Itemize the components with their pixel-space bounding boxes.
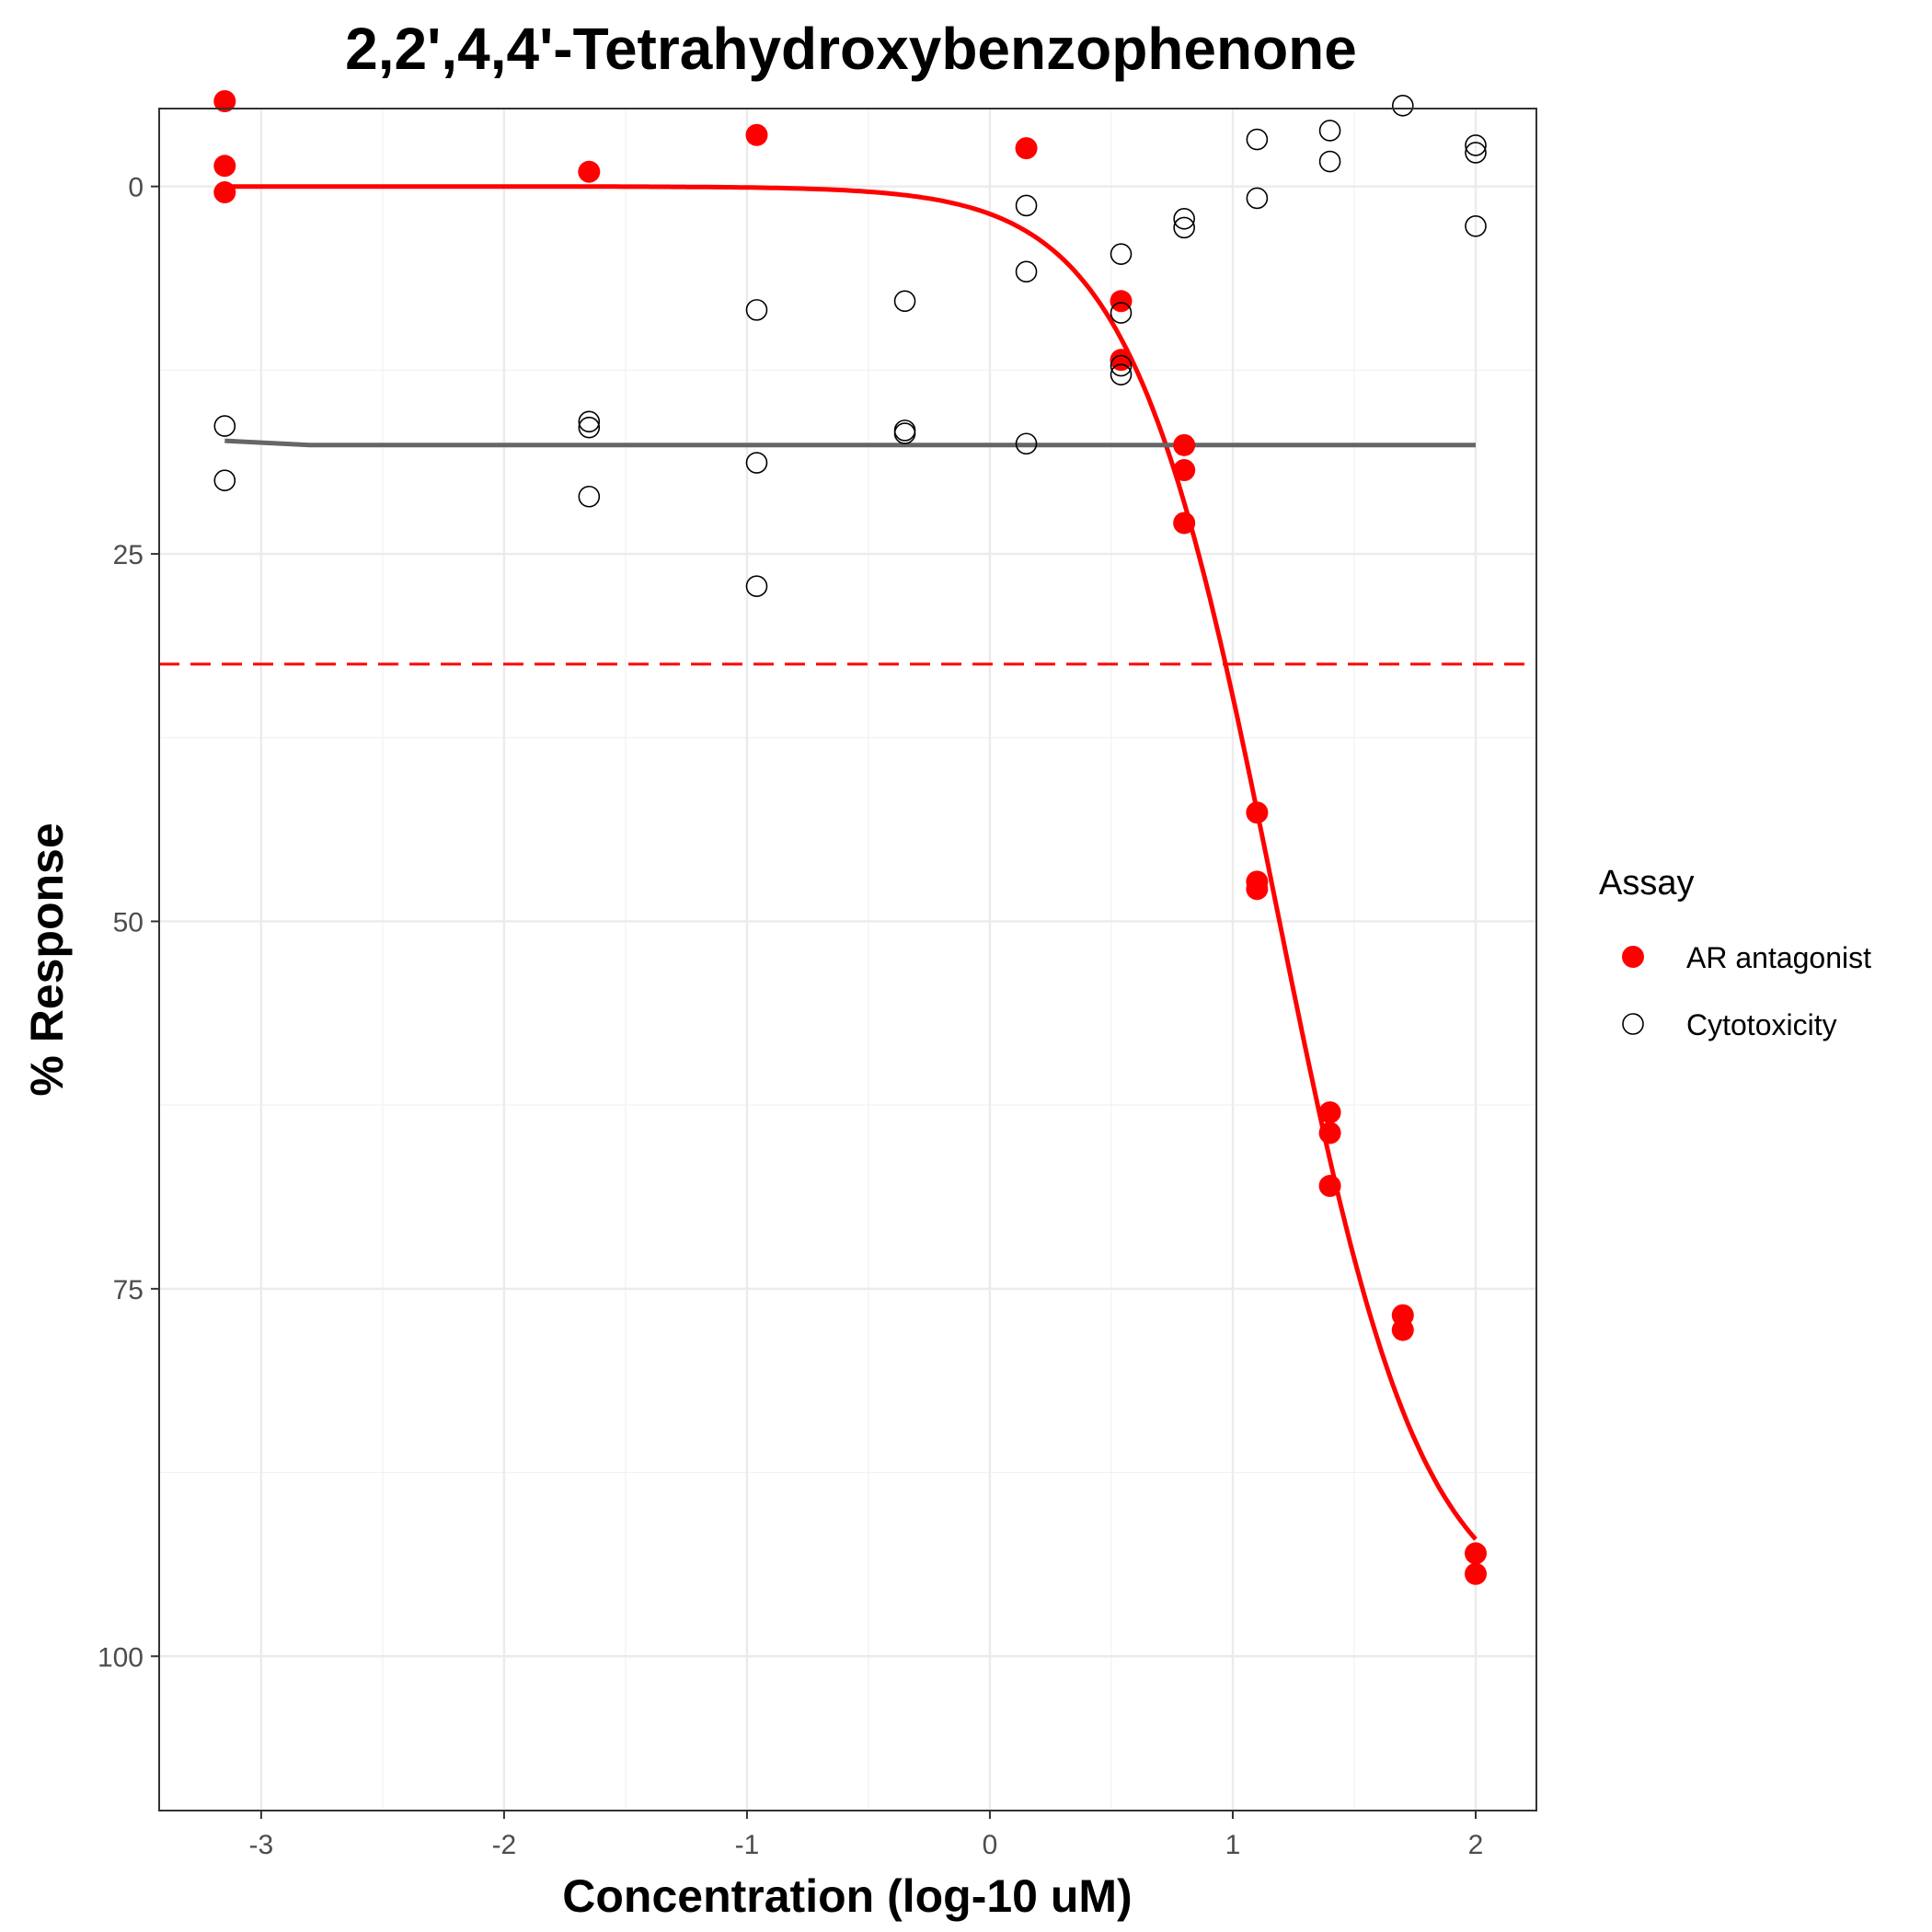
data-point-cytotoxicity [1173,216,1195,239]
points-layer [213,90,1487,1585]
data-point-cytotoxicity [1110,354,1133,377]
y-tick-label: 75 [113,1275,144,1305]
data-point-ar-antagonist [1318,1121,1341,1144]
data-point-cytotoxicity [1015,194,1038,217]
y-axis-title: % Response [21,822,73,1096]
data-point-ar-antagonist [1318,1175,1341,1198]
fit-line-cytotoxicity [224,438,1476,448]
data-point-cytotoxicity [213,469,236,491]
data-point-cytotoxicity [1246,187,1269,210]
legend-key-ar-antagonist [1622,946,1644,968]
x-axis: -3 -2 -1 0 1 2 [249,1811,1484,1860]
y-tick-label: 25 [113,540,144,570]
data-point-ar-antagonist [1110,290,1133,313]
data-point-cytotoxicity [578,485,601,508]
data-point-ar-antagonist [213,181,236,204]
data-point-cytotoxicity [1110,243,1133,265]
data-point-cytotoxicity [1110,363,1133,385]
data-point-cytotoxicity [1391,95,1414,117]
data-point-cytotoxicity [745,575,768,598]
data-point-ar-antagonist [213,90,236,113]
data-point-cytotoxicity [1465,134,1487,156]
data-point-cytotoxicity [578,410,601,433]
legend-label-ar-antagonist: AR antagonist [1686,941,1871,974]
data-point-ar-antagonist [1391,1318,1414,1341]
x-tick-label: -2 [492,1830,517,1860]
data-point-ar-antagonist [1173,512,1196,535]
x-tick-label: 0 [983,1830,998,1860]
data-point-ar-antagonist [578,160,601,183]
data-point-ar-antagonist [213,155,236,178]
plot-background [159,109,1536,1811]
data-point-ar-antagonist [1464,1542,1487,1565]
data-point-cytotoxicity [893,422,916,444]
data-point-ar-antagonist [1246,878,1269,901]
y-tick-label: 50 [113,907,144,937]
data-point-ar-antagonist [745,123,768,146]
data-point-cytotoxicity [1015,432,1038,455]
data-point-cytotoxicity [213,415,236,437]
y-axis: 0 25 50 75 100 [98,173,159,1673]
data-point-ar-antagonist [1318,1101,1341,1124]
x-tick-label: -1 [735,1830,760,1860]
legend-title: Assay [1599,864,1694,903]
y-tick-label: 100 [98,1642,144,1673]
data-point-cytotoxicity [1110,302,1133,324]
data-point-cytotoxicity [745,299,768,321]
x-tick-label: 2 [1468,1830,1484,1860]
x-tick-label: 1 [1225,1830,1241,1860]
data-point-cytotoxicity [1465,215,1487,237]
legend-key-cytotoxicity [1622,1013,1644,1035]
legend: Assay AR antagonist Cytotoxicity [1599,864,1871,1041]
data-point-cytotoxicity [578,416,601,439]
x-tick-label: -3 [249,1830,274,1860]
data-point-ar-antagonist [1464,1562,1487,1585]
legend-label-cytotoxicity: Cytotoxicity [1686,1008,1837,1041]
plot-panel-border [158,108,1537,1811]
fit-line-ar-antagonist [224,184,1478,1541]
data-point-cytotoxicity [1173,208,1195,230]
y-tick-label: 0 [128,173,144,203]
data-point-cytotoxicity [1015,260,1038,283]
data-point-ar-antagonist [1015,137,1038,160]
data-point-cytotoxicity [745,452,768,474]
data-point-cytotoxicity [893,290,916,313]
data-point-ar-antagonist [1246,801,1269,824]
grid [159,109,1536,1811]
data-point-cytotoxicity [1246,128,1269,151]
data-point-cytotoxicity [1318,150,1341,173]
x-axis-title: Concentration (log-10 uM) [562,1870,1132,1922]
chart-title: 2,2',4,4'-Tetrahydroxybenzophenone [345,16,1357,82]
fit-layer [224,184,1478,1541]
data-point-ar-antagonist [1173,433,1196,456]
data-point-cytotoxicity [1318,120,1341,142]
data-point-ar-antagonist [1173,459,1196,482]
data-point-cytotoxicity [1465,142,1487,164]
